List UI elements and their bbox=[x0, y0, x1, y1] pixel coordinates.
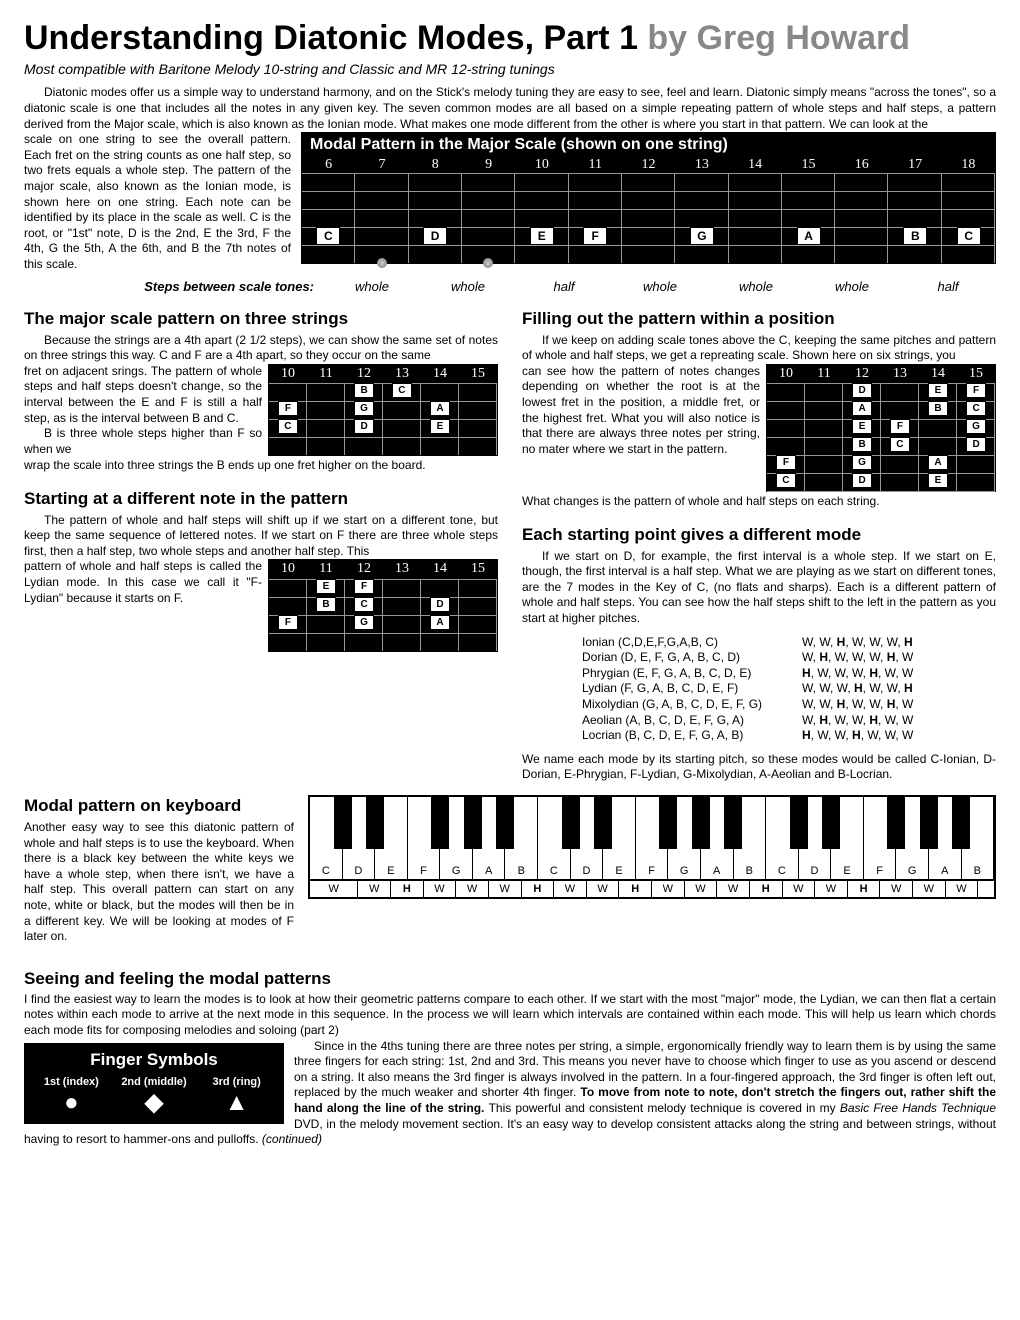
intro-text: Diatonic modes offer us a simple way to … bbox=[24, 85, 996, 132]
fretboard-small-2: 101112131415 EFBCDFGA bbox=[268, 559, 498, 651]
steps-label: Steps between scale tones: bbox=[24, 279, 324, 294]
p-each-2: We name each mode by its starting pitch,… bbox=[522, 752, 996, 783]
modes-table: Ionian (C,D,E,F,G,A,B, C)W, W, H, W, W, … bbox=[582, 635, 996, 744]
two-column-section: The major scale pattern on three strings… bbox=[24, 294, 996, 783]
left-column: The major scale pattern on three strings… bbox=[24, 294, 498, 783]
finger-symbols: ●◆▲ bbox=[30, 1089, 278, 1118]
fretboard-fill: 101112131415 DEFABCEFGBCDFGACDE bbox=[766, 364, 996, 492]
finger-labels: 1st (index)2nd (middle)3rd (ring) bbox=[30, 1075, 278, 1089]
heading-major-three: The major scale pattern on three strings bbox=[24, 308, 498, 330]
p-keyboard: Another easy way to see this diatonic pa… bbox=[24, 820, 294, 945]
subtitle: Most compatible with Baritone Melody 10-… bbox=[24, 61, 996, 77]
keyboard-diagram: CDEFGABCDEFGABCDEFGAB bbox=[308, 795, 996, 881]
p-see-2-wrap: Finger Symbols 1st (index)2nd (middle)3r… bbox=[24, 1039, 996, 1148]
fretboard-title: Modal Pattern in the Major Scale (shown … bbox=[302, 133, 995, 157]
finger-title: Finger Symbols bbox=[30, 1049, 278, 1071]
steps-values: wholewholehalfwholewholewholehalf bbox=[324, 279, 996, 294]
sff-grid: DEFABCEFGBCDFGACDE bbox=[767, 383, 995, 491]
p-see-2d: Basic Free Hands Technique bbox=[840, 1101, 996, 1115]
p-see-2c: This powerful and consistent melody tech… bbox=[489, 1101, 840, 1115]
fret-numbers: 6789101112131415161718 bbox=[302, 157, 995, 173]
p-see-2f: (continued) bbox=[262, 1132, 322, 1146]
sf-grid: BCFGACDE bbox=[269, 383, 497, 455]
title-author: by Greg Howard bbox=[647, 19, 910, 57]
section-modal-pattern: Modal Pattern in the Major Scale (shown … bbox=[24, 132, 996, 272]
heading-see: Seeing and feeling the modal patterns bbox=[24, 969, 996, 989]
sf-nums: 101112131415 bbox=[269, 365, 497, 383]
fretboard-main: Modal Pattern in the Major Scale (shown … bbox=[301, 132, 996, 264]
page-title: Understanding Diatonic Modes, Part 1 by … bbox=[24, 20, 996, 57]
p-start-1: The pattern of whole and half steps will… bbox=[24, 513, 498, 560]
keyboard-section: Modal pattern on keyboard Another easy w… bbox=[24, 795, 996, 945]
bottom-section: Seeing and feeling the modal patterns I … bbox=[24, 969, 996, 1148]
steps-row: Steps between scale tones: wholewholehal… bbox=[24, 279, 996, 294]
p-each-1: If we start on D, for example, the first… bbox=[522, 549, 996, 627]
heading-starting: Starting at a different note in the patt… bbox=[24, 488, 498, 510]
keyboard-steps: WWHWWWHWWHWWWHWWHWWW bbox=[308, 881, 996, 899]
fretboard-small-1: 101112131415 BCFGACDE bbox=[268, 364, 498, 456]
intro-paragraph: Diatonic modes offer us a simple way to … bbox=[24, 85, 996, 132]
fret-grid: CDEFGABC bbox=[302, 173, 995, 263]
p-major3-d: wrap the scale into three strings the B … bbox=[24, 458, 498, 474]
sf3-nums: 101112131415 bbox=[269, 560, 497, 578]
p-see-1: I find the easiest way to learn the mode… bbox=[24, 992, 996, 1039]
heading-each: Each starting point gives a different mo… bbox=[522, 524, 996, 546]
heading-fill: Filling out the pattern within a positio… bbox=[522, 308, 996, 330]
kb-left: Modal pattern on keyboard Another easy w… bbox=[24, 795, 294, 945]
p-major3-a: Because the strings are a 4th apart (2 1… bbox=[24, 333, 498, 364]
right-column: Filling out the pattern within a positio… bbox=[522, 294, 996, 783]
sff-nums: 101112131415 bbox=[767, 365, 995, 383]
p-fill-1: If we keep on adding scale tones above t… bbox=[522, 333, 996, 364]
heading-keyboard: Modal pattern on keyboard bbox=[24, 795, 294, 817]
kb-right: CDEFGABCDEFGABCDEFGAB WWHWWWHWWHWWWHWWHW… bbox=[308, 795, 996, 945]
sf3-grid: EFBCDFGA bbox=[269, 579, 497, 651]
finger-box: Finger Symbols 1st (index)2nd (middle)3r… bbox=[24, 1043, 284, 1124]
title-text: Understanding Diatonic Modes, Part 1 bbox=[24, 19, 647, 57]
